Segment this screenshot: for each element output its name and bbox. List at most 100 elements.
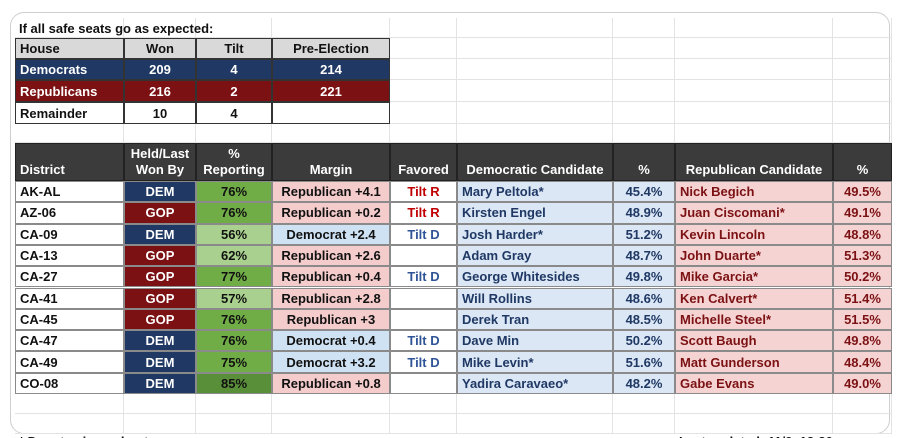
rep-percent: 51.3% <box>833 244 892 267</box>
dem-candidate: Josh Harder* <box>457 223 613 245</box>
grid-cell <box>124 124 196 143</box>
dem-percent: 48.6% <box>613 287 675 309</box>
held-by: DEM <box>124 181 196 203</box>
held-by: DEM <box>124 223 196 245</box>
district: CA-41 <box>15 287 124 309</box>
summary-cell: Republicans <box>15 80 124 102</box>
grid-cell <box>390 59 457 80</box>
column-header: Margin <box>272 143 390 181</box>
dem-percent: 48.2% <box>613 372 675 394</box>
reporting: 85% <box>196 372 272 394</box>
dem-candidate: Mary Peltola* <box>457 181 613 203</box>
held-by: GOP <box>124 244 196 267</box>
margin: Republican +3 <box>272 308 390 331</box>
grid-cell <box>457 59 613 80</box>
reporting: 57% <box>196 287 272 309</box>
dem-percent: 45.4% <box>613 181 675 203</box>
grid-cell <box>390 124 457 143</box>
favored: Tilt D <box>390 330 457 352</box>
summary-cell: 221 <box>272 80 390 102</box>
summary-cell: Democrats <box>15 59 124 80</box>
rep-percent: 49.1% <box>833 202 892 224</box>
held-by: GOP <box>124 202 196 224</box>
grid-cell <box>613 80 675 102</box>
summary-header: Won <box>124 38 196 59</box>
grid-cell <box>613 18 675 38</box>
dem-candidate: Yadira Caravaeo* <box>457 372 613 394</box>
grid-cell <box>675 80 833 102</box>
summary-cell: 4 <box>196 102 272 124</box>
summary-header: Tilt <box>196 38 272 59</box>
favored: Tilt R <box>390 181 457 203</box>
district: AK-AL <box>15 181 124 203</box>
district: CA-45 <box>15 308 124 331</box>
margin: Republican +4.1 <box>272 181 390 203</box>
grid-cell <box>833 59 892 80</box>
district: CA-27 <box>15 266 124 288</box>
column-header: Democratic Candidate <box>457 143 613 181</box>
favored <box>390 308 457 331</box>
reporting: 76% <box>196 181 272 203</box>
grid-cell <box>457 80 613 102</box>
summary-cell <box>272 102 390 124</box>
summary-cell: 2 <box>196 80 272 102</box>
favored: Tilt R <box>390 202 457 224</box>
district: CA-47 <box>15 330 124 352</box>
rep-percent: 49.5% <box>833 181 892 203</box>
summary-cell: 4 <box>196 59 272 80</box>
rep-percent: 49.0% <box>833 372 892 394</box>
margin: Republican +2.6 <box>272 244 390 267</box>
grid-cell <box>675 124 833 143</box>
dem-percent: 48.9% <box>613 202 675 224</box>
favored <box>390 244 457 267</box>
district: CA-13 <box>15 244 124 267</box>
grid-cell <box>457 38 613 59</box>
grid-cell <box>613 59 675 80</box>
column-header: Republican Candidate <box>675 143 833 181</box>
favored <box>390 372 457 394</box>
grid-cell <box>390 38 457 59</box>
reporting: 56% <box>196 223 272 245</box>
grid-cell <box>833 80 892 102</box>
rep-percent: 51.5% <box>833 308 892 331</box>
grid-cell <box>457 124 613 143</box>
reporting: 76% <box>196 202 272 224</box>
summary-cell: 216 <box>124 80 196 102</box>
rep-percent: 51.4% <box>833 287 892 309</box>
grid-cell <box>272 18 390 38</box>
district: CA-09 <box>15 223 124 245</box>
margin: Republican +2.8 <box>272 287 390 309</box>
dem-candidate: Kirsten Engel <box>457 202 613 224</box>
dem-percent: 49.8% <box>613 266 675 288</box>
dem-candidate: Derek Tran <box>457 308 613 331</box>
margin: Democrat +3.2 <box>272 351 390 373</box>
summary-cell: 10 <box>124 102 196 124</box>
dem-percent: 48.5% <box>613 308 675 331</box>
held-by: DEM <box>124 351 196 373</box>
reporting: 62% <box>196 244 272 267</box>
rep-candidate: John Duarte* <box>675 244 833 267</box>
grid-cell <box>124 414 196 434</box>
margin: Democrat +2.4 <box>272 223 390 245</box>
grid-cell <box>457 102 613 124</box>
grid-cell <box>833 18 892 38</box>
grid-cell <box>15 18 124 38</box>
grid-cell <box>833 394 892 414</box>
dem-percent: 50.2% <box>613 330 675 352</box>
column-header: % <box>613 143 675 181</box>
rep-percent: 50.2% <box>833 266 892 288</box>
grid-cell <box>272 394 390 414</box>
rep-candidate: Matt Gunderson <box>675 351 833 373</box>
grid-cell <box>457 18 613 38</box>
grid-cell <box>457 394 613 414</box>
grid-cell <box>15 414 124 434</box>
grid-cell <box>833 414 892 434</box>
summary-cell: Remainder <box>15 102 124 124</box>
column-header: % <box>833 143 892 181</box>
rep-percent: 48.4% <box>833 351 892 373</box>
reporting: 76% <box>196 330 272 352</box>
rep-candidate: Juan Ciscomani* <box>675 202 833 224</box>
grid-cell <box>196 124 272 143</box>
dem-percent: 51.6% <box>613 351 675 373</box>
dem-candidate: Will Rollins <box>457 287 613 309</box>
